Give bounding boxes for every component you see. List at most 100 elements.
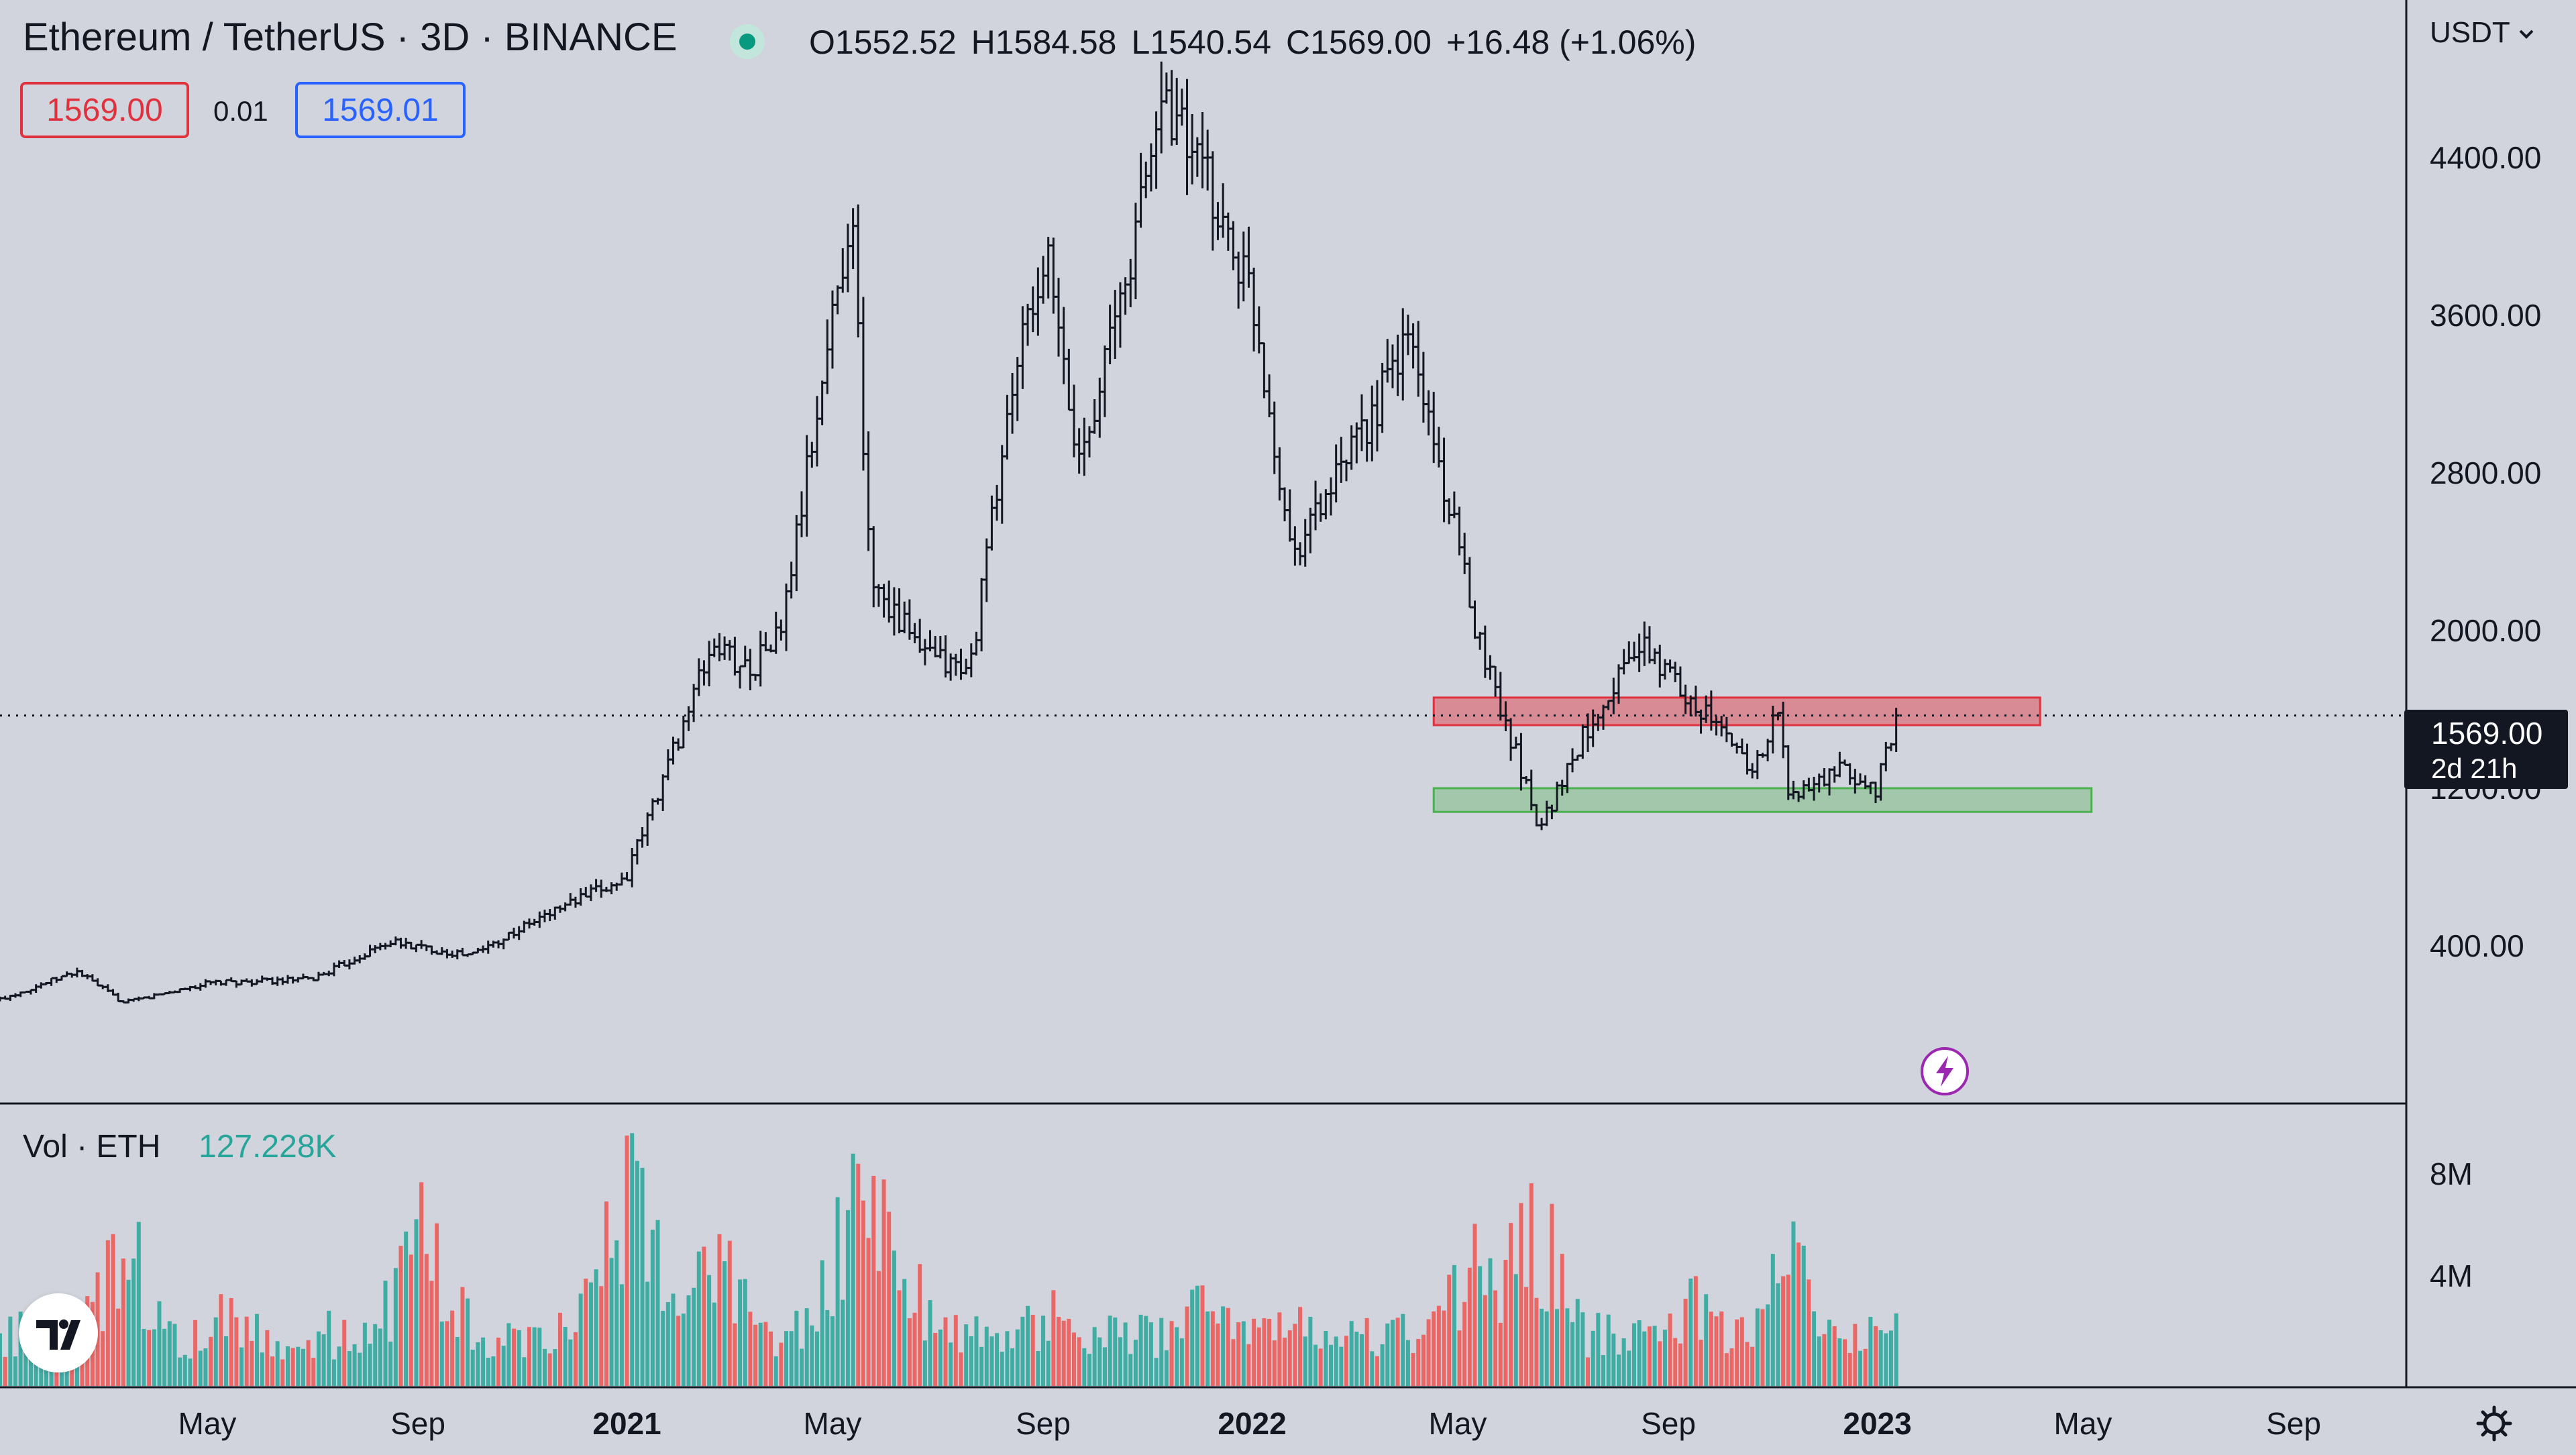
- price-bar: [1281, 487, 1289, 522]
- price-bar: [1255, 306, 1263, 354]
- volume-bar: [1308, 1316, 1313, 1386]
- currency-selector[interactable]: USDT: [2430, 16, 2535, 50]
- tradingview-logo-icon[interactable]: [19, 1293, 98, 1372]
- price-bar: [48, 977, 55, 986]
- change-value: +16.48 (+1.06%): [1446, 23, 1697, 61]
- price-bar: [669, 737, 677, 765]
- volume-bar: [1781, 1276, 1786, 1386]
- price-bar: [963, 658, 970, 675]
- volume-bar: [358, 1352, 362, 1386]
- volume-bar: [147, 1330, 152, 1386]
- time-axis-tick: Sep: [390, 1406, 445, 1441]
- lightning-alert-icon[interactable]: [1919, 1045, 1971, 1097]
- price-bar: [1209, 151, 1216, 251]
- volume-bar: [902, 1279, 907, 1386]
- volume-bar: [1745, 1342, 1750, 1386]
- price-bar: [1070, 384, 1077, 457]
- volume-bar: [779, 1342, 784, 1386]
- volume-bar: [1267, 1319, 1272, 1386]
- support-zone: [1432, 787, 2093, 813]
- price-bar: [1738, 738, 1746, 755]
- sell-price-button[interactable]: 1569.00: [20, 82, 189, 138]
- price-bar: [1245, 226, 1252, 288]
- volume-bar: [1575, 1299, 1580, 1386]
- volume-bar: [1432, 1311, 1436, 1386]
- price-bar: [1291, 526, 1299, 566]
- price-bar: [1471, 600, 1479, 639]
- volume-bar: [409, 1254, 413, 1386]
- volume-bar: [1724, 1353, 1729, 1386]
- volume-bar: [517, 1330, 521, 1386]
- volume-bar: [142, 1329, 146, 1386]
- volume-bar: [219, 1294, 223, 1386]
- price-bar: [890, 587, 898, 636]
- volume-bar: [897, 1290, 902, 1386]
- price-bar: [880, 584, 888, 618]
- price-bar: [1147, 143, 1155, 192]
- volume-bar: [953, 1315, 958, 1386]
- volume-bar: [1801, 1245, 1806, 1386]
- price-bar: [1106, 305, 1114, 365]
- chart-title[interactable]: Ethereum / TetherUS · 3D · BINANCE: [23, 15, 678, 59]
- price-bar: [731, 637, 739, 676]
- buy-price-button[interactable]: 1569.01: [295, 82, 466, 138]
- price-bar: [1430, 392, 1438, 464]
- volume-bar: [769, 1331, 773, 1386]
- volume-bar: [784, 1331, 789, 1386]
- volume-bar: [661, 1311, 665, 1386]
- volume-bar: [676, 1315, 681, 1386]
- volume-bar: [738, 1279, 743, 1386]
- volume-bar: [630, 1133, 635, 1386]
- price-bar: [1425, 390, 1432, 436]
- volume-bar: [1113, 1317, 1118, 1386]
- volume-bar: [1652, 1326, 1657, 1386]
- price-bar: [1882, 741, 1890, 771]
- volume-bar: [3, 1356, 7, 1386]
- price-bar: [1661, 659, 1668, 680]
- price-bar: [582, 887, 590, 898]
- time-axis-tick: 2023: [1843, 1406, 1911, 1441]
- price-bar: [1389, 344, 1396, 388]
- price-bar: [978, 578, 985, 651]
- price-bar: [936, 635, 944, 659]
- price-bar: [1009, 372, 1016, 434]
- price-bar: [967, 643, 975, 678]
- volume-bar: [1621, 1338, 1626, 1386]
- gear-icon[interactable]: [2475, 1405, 2513, 1442]
- volume-bar: [18, 1311, 23, 1386]
- price-bar: [747, 649, 754, 691]
- price-bar: [870, 526, 877, 608]
- volume-bar: [1442, 1310, 1446, 1386]
- volume-bar: [1586, 1357, 1591, 1386]
- price-bar: [1142, 161, 1150, 199]
- price-bar: [1189, 113, 1196, 184]
- volume-bar: [1642, 1331, 1647, 1386]
- volume-bar: [820, 1260, 824, 1386]
- volume-bar: [1524, 1287, 1529, 1386]
- volume-bar: [1293, 1324, 1297, 1386]
- price-bar: [1517, 733, 1525, 791]
- price-bar: [1132, 203, 1139, 300]
- volume-bar: [1144, 1315, 1148, 1386]
- close-value: C1569.00: [1286, 23, 1432, 61]
- volume-bar: [1344, 1336, 1348, 1386]
- volume-label[interactable]: Vol · ETH: [23, 1129, 161, 1165]
- volume-bar: [152, 1329, 156, 1386]
- price-bar: [397, 937, 405, 949]
- volume-bar: [275, 1341, 280, 1386]
- volume-bar: [1873, 1326, 1878, 1386]
- price-bar: [330, 962, 337, 977]
- zones-layer[interactable]: [1432, 696, 2093, 813]
- volume-bar: [1298, 1307, 1303, 1386]
- volume-bar: [1817, 1336, 1821, 1386]
- volume-bar: [290, 1348, 295, 1386]
- volume-bar: [1390, 1319, 1395, 1386]
- low-value: L1540.54: [1131, 23, 1272, 61]
- price-bar: [1122, 277, 1129, 315]
- ohlc-readout: O1552.52 H1584.58 L1540.54 C1569.00 +16.48 (…: [809, 23, 1711, 62]
- volume-bar: [1807, 1279, 1811, 1386]
- price-bar: [865, 431, 872, 551]
- price-bar: [710, 638, 718, 657]
- volume-bar: [1503, 1260, 1508, 1386]
